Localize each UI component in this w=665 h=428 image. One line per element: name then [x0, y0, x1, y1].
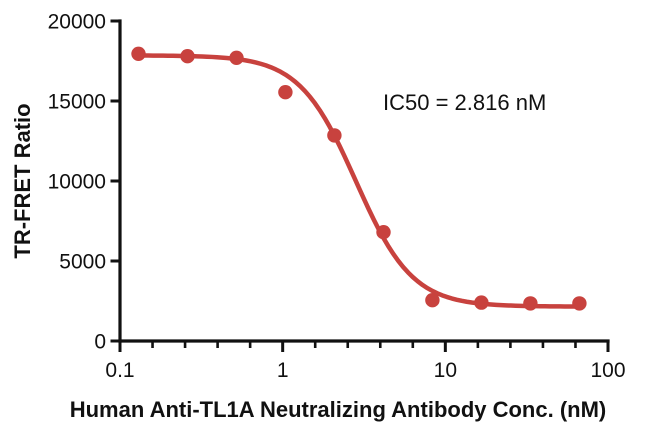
y-axis: 0 5000 10000 15000 20000 — [48, 11, 122, 354]
x-axis: 0.1 1 10 100 — [105, 339, 626, 382]
data-point — [278, 85, 293, 100]
x-axis-major-ticks — [118, 339, 610, 352]
x-axis-title: Human Anti-TL1A Neutralizing Antibody Co… — [70, 397, 607, 422]
y-tick-label: 0 — [94, 331, 106, 354]
x-axis-minor-ticks — [151, 341, 577, 348]
data-point — [474, 295, 489, 310]
y-tick-label: 5000 — [59, 251, 106, 274]
ic50-annotation: IC50 = 2.816 nM — [383, 90, 546, 115]
x-tick-label: 100 — [590, 359, 625, 382]
data-point — [229, 50, 244, 65]
data-point — [376, 225, 391, 240]
data-point — [425, 293, 440, 308]
fit-curve — [136, 53, 582, 309]
data-point — [523, 296, 538, 311]
y-axis-ticks — [110, 19, 122, 343]
x-tick-label: 1 — [277, 359, 289, 382]
x-tick-label: 10 — [434, 359, 457, 382]
y-tick-label: 20000 — [48, 11, 106, 34]
data-points — [131, 46, 587, 311]
data-point — [327, 128, 342, 143]
data-point — [180, 49, 195, 64]
x-tick-label: 0.1 — [105, 359, 134, 382]
x-axis-tick-labels: 0.1 1 10 100 — [105, 359, 625, 382]
data-point — [131, 46, 146, 61]
data-point — [572, 296, 587, 311]
y-axis-title: TR-FRET Ratio — [10, 103, 35, 258]
y-tick-label: 15000 — [48, 91, 106, 114]
y-tick-label: 10000 — [48, 171, 106, 194]
y-axis-tick-labels: 0 5000 10000 15000 20000 — [48, 11, 106, 354]
